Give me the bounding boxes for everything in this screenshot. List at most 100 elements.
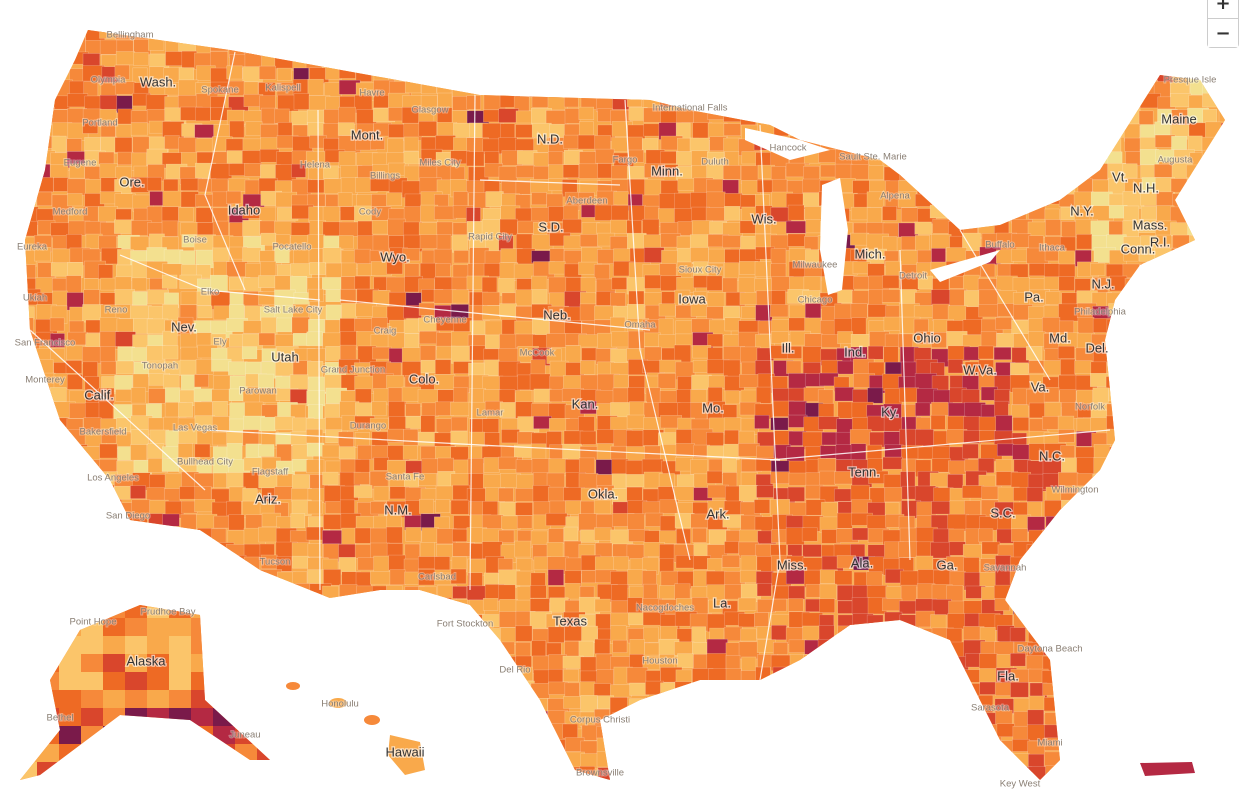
county (1010, 177, 1027, 196)
county (146, 527, 169, 542)
city-label: Bullhead City (177, 457, 233, 468)
county (435, 263, 451, 277)
county (689, 779, 711, 780)
county (274, 652, 294, 666)
county (722, 404, 738, 420)
county (131, 572, 146, 591)
county (98, 768, 117, 780)
county (1218, 135, 1225, 153)
county (788, 585, 806, 600)
county (290, 752, 308, 772)
county (707, 51, 723, 67)
county (1157, 684, 1178, 702)
county (1010, 166, 1030, 182)
county (337, 122, 355, 136)
county (450, 695, 467, 714)
county (244, 401, 264, 417)
county (275, 724, 297, 743)
county (116, 572, 133, 591)
county (611, 277, 628, 290)
county (195, 358, 214, 375)
county (357, 740, 378, 756)
county (419, 38, 438, 56)
county (194, 570, 216, 589)
city-label: Duluth (701, 157, 728, 168)
county (804, 30, 824, 41)
county (1153, 30, 1176, 39)
city-label: Daytona Beach (1018, 644, 1083, 655)
county (324, 610, 343, 625)
county (210, 626, 227, 640)
county (1171, 387, 1187, 402)
county (1172, 458, 1194, 476)
zoom-out-button[interactable]: − (1208, 18, 1238, 47)
county (1217, 236, 1225, 251)
county (577, 134, 596, 150)
city-label: Sarasota (971, 703, 1010, 714)
county (501, 429, 520, 444)
county (307, 193, 326, 207)
county (322, 627, 345, 645)
county (25, 137, 41, 151)
county (852, 724, 868, 740)
county (531, 698, 548, 716)
county (52, 767, 74, 780)
county (1029, 135, 1047, 151)
borough (213, 605, 235, 618)
county (709, 724, 727, 739)
county (723, 123, 741, 136)
county (404, 628, 423, 645)
county (740, 472, 758, 487)
county (788, 598, 804, 612)
state-label: Wash. (140, 74, 176, 89)
county (549, 782, 563, 800)
state-label: N.J. (1091, 276, 1114, 291)
county (1186, 638, 1203, 654)
county (1139, 136, 1157, 151)
county (930, 414, 946, 430)
borough (213, 690, 235, 708)
county (306, 331, 323, 347)
county (946, 736, 964, 753)
county (501, 67, 517, 82)
county (786, 709, 808, 724)
county (289, 389, 308, 404)
county (1153, 430, 1175, 449)
county (50, 387, 67, 402)
county (613, 374, 629, 389)
county (34, 164, 51, 180)
county (1011, 319, 1030, 336)
county (34, 247, 51, 262)
county (997, 54, 1014, 69)
county (1026, 486, 1044, 502)
state-label: Utah (271, 349, 298, 364)
borough (279, 600, 301, 618)
county (469, 68, 486, 87)
county (1189, 670, 1208, 689)
borough (235, 744, 257, 762)
county (1123, 614, 1145, 629)
county (833, 543, 853, 557)
county (1189, 415, 1208, 432)
county (98, 779, 118, 780)
county (641, 751, 662, 771)
county (626, 414, 645, 429)
county (707, 764, 724, 780)
county (1091, 556, 1110, 573)
zoom-in-button[interactable]: + (1208, 0, 1238, 18)
county (1012, 79, 1035, 95)
county (1218, 305, 1225, 324)
county (34, 528, 52, 546)
county (707, 740, 728, 755)
county (1154, 374, 1174, 390)
county (132, 528, 155, 545)
county (244, 39, 266, 56)
county (165, 765, 187, 780)
county (852, 764, 869, 778)
county (259, 614, 281, 633)
county (1138, 681, 1157, 698)
county (244, 599, 260, 615)
county (1075, 529, 1094, 544)
county (1205, 446, 1225, 464)
county (371, 667, 393, 683)
